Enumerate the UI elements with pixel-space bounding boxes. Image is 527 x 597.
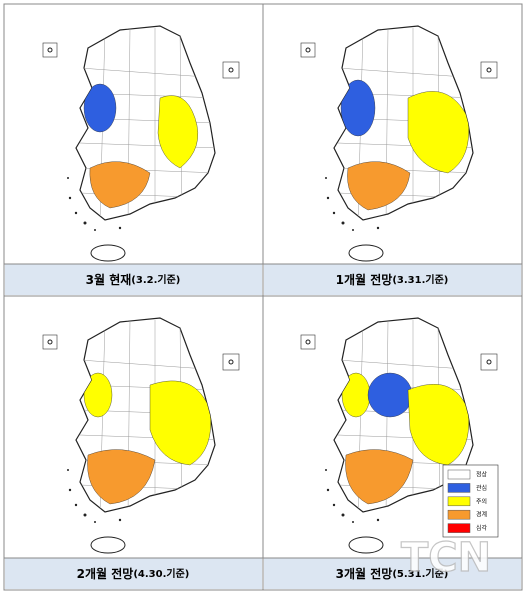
map-panel bbox=[43, 318, 239, 553]
map-panel bbox=[301, 26, 497, 261]
caption: 3개월 전망(5.31.기준) bbox=[336, 566, 449, 581]
legend-label: 정상 bbox=[476, 471, 488, 479]
legend-label: 심각 bbox=[476, 524, 488, 532]
caption: 1개월 전망(3.31.기준) bbox=[336, 272, 449, 287]
legend-label: 관심 bbox=[476, 484, 487, 492]
legend-swatch bbox=[447, 509, 471, 520]
legend-swatch bbox=[447, 469, 471, 480]
watermark: TCN bbox=[401, 535, 491, 581]
legend-swatch bbox=[447, 483, 471, 493]
caption: 2개월 전망(4.30.기준) bbox=[77, 566, 190, 581]
legend-label: 주의 bbox=[476, 497, 487, 505]
legend-label: 경계 bbox=[476, 511, 487, 519]
legend-swatch bbox=[447, 523, 471, 533]
caption: 3월 현재(3.2.기준) bbox=[86, 272, 181, 287]
map-panel bbox=[43, 26, 239, 261]
legend-swatch bbox=[447, 496, 471, 507]
